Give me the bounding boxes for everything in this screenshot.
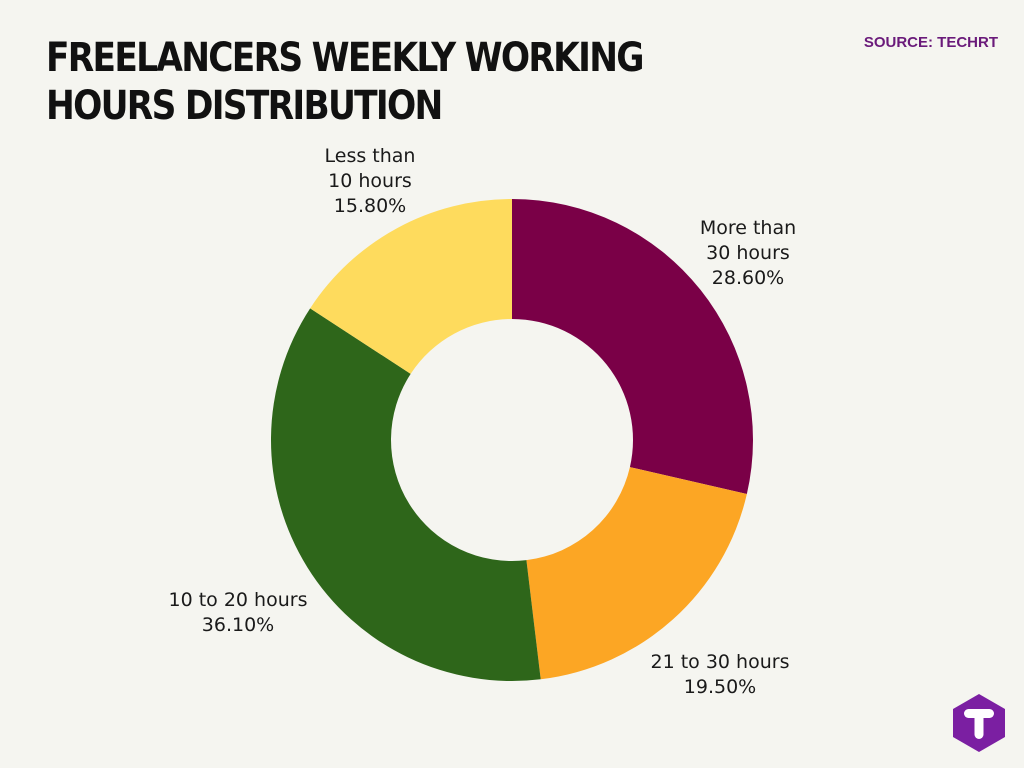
slice-value-text: 36.10% (202, 614, 274, 636)
donut-slice-3 (270, 308, 541, 682)
slice-value-text: 28.60% (712, 267, 784, 289)
slice-value-text: 19.50% (684, 676, 756, 698)
slice-name-text: 21 to 30 hours (651, 651, 790, 673)
slice-name-text: Less than (325, 145, 416, 167)
slice-name-text: 10 hours (328, 170, 412, 192)
slice-label-3: 10 to 20 hours 36.10% (169, 589, 308, 636)
chart-title: FREELANCERS WEEKLY WORKING HOURS DISTRIB… (46, 35, 645, 129)
slice-value-text: 15.80% (334, 195, 406, 217)
techrt-logo-icon (953, 694, 1005, 752)
slice-label-4: Less than 10 hours 15.80% (325, 145, 416, 217)
donut-slices (270, 199, 753, 682)
slice-label-2: 21 to 30 hours 19.50% (651, 651, 790, 698)
slice-name-text: 10 to 20 hours (169, 589, 308, 611)
slice-label-1: More than 30 hours 28.60% (700, 217, 796, 289)
donut-slice-2 (526, 467, 747, 680)
donut-slice-4 (310, 199, 512, 374)
logo-t-stem (974, 713, 984, 739)
source-label: SOURCE: TECHRT (863, 34, 998, 51)
slice-name-text: 30 hours (706, 242, 790, 264)
donut-slice-1 (512, 199, 753, 495)
slice-name-text: More than (700, 217, 796, 239)
slice-labels: More than 30 hours 28.60% 21 to 30 hours 19.… (169, 145, 797, 698)
